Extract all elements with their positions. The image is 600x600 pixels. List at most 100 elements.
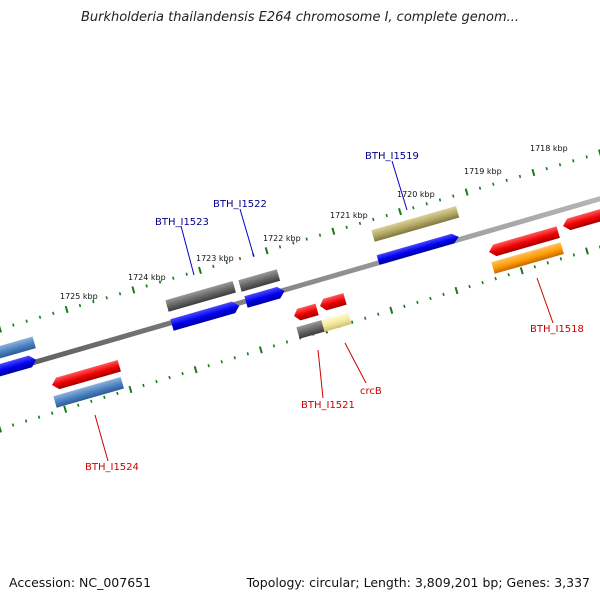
scale-tick (385, 213, 388, 218)
gene-bth-i1523-blue[interactable] (170, 300, 241, 331)
scale-tick (264, 247, 269, 255)
kbp-label-1725: 1725 kbp (60, 292, 98, 301)
scale-tick (531, 168, 536, 177)
scale-tick (505, 178, 508, 183)
gene-steel-left-upper[interactable] (0, 336, 36, 361)
gene-label-bth-i1518[interactable]: BTH_I1518 (530, 324, 584, 335)
scale-tick (389, 306, 394, 314)
scale-tick (412, 206, 415, 210)
scale-tick (158, 280, 162, 284)
leader-bth-i1523 (180, 225, 195, 276)
scale-tick (12, 323, 15, 327)
gene-crcb-yellow[interactable] (321, 312, 352, 332)
leader-bth-i1521 (317, 349, 324, 399)
leader-bth-i1522 (239, 208, 255, 258)
scale-tick (105, 296, 108, 300)
scale-tick (464, 188, 469, 196)
scale-tick (519, 267, 524, 275)
scale-tick (364, 316, 367, 320)
upper-scale-ticks (0, 149, 600, 333)
scale-tick (452, 194, 455, 198)
gene-crcb-red[interactable] (318, 293, 347, 312)
scale-tick (438, 198, 442, 202)
scale-tick (507, 273, 510, 277)
gene-bth-i1521-gray[interactable] (296, 320, 325, 339)
gene-blue-left-upper[interactable] (0, 354, 38, 379)
scale-tick (193, 366, 198, 374)
gene-bth-i1519-blue[interactable] (376, 232, 461, 265)
gene-bth-i1521-red[interactable] (292, 303, 319, 322)
gene-red-right-edge[interactable] (561, 206, 600, 231)
gene-label-bth-i1523[interactable]: BTH_I1523 (155, 217, 209, 228)
scale-tick (558, 163, 562, 167)
scale-tick (118, 292, 122, 296)
gene-bth-i1518-orange[interactable] (491, 242, 564, 274)
kbp-label-1719: 1719 kbp (464, 167, 502, 176)
leader-bth-i1524 (94, 414, 109, 462)
gene-label-bth-i1521[interactable]: BTH_I1521 (301, 400, 355, 411)
scale-tick (292, 241, 295, 245)
chromosome-backbone (0, 196, 600, 375)
scale-tick (358, 221, 362, 226)
scale-tick (207, 364, 210, 368)
scale-tick (258, 346, 263, 354)
scale-tick (0, 425, 2, 433)
scale-tick (181, 371, 184, 376)
scale-tick (377, 312, 380, 316)
gene-label-crcb[interactable]: crcB (360, 386, 382, 397)
scale-tick (77, 403, 80, 407)
gene-bth-i1524-red[interactable] (50, 359, 121, 391)
gene-bth-i1519-olive[interactable] (371, 205, 460, 242)
scale-tick (585, 247, 589, 255)
kbp-label-1722: 1722 kbp (263, 234, 301, 243)
scale-tick (305, 237, 308, 241)
scale-tick (233, 356, 236, 360)
scale-tick (585, 155, 588, 159)
scale-tick (416, 300, 419, 305)
scale-tick (545, 166, 548, 171)
scale-tick (518, 174, 522, 179)
leader-bth-i1518 (536, 277, 554, 324)
scale-tick (38, 315, 42, 319)
gene-bth-i1523-gray[interactable] (165, 280, 236, 312)
scale-tick (24, 419, 28, 423)
scale-tick (398, 208, 402, 216)
scale-tick (351, 320, 354, 324)
gene-bth-i1524-steel[interactable] (53, 376, 124, 408)
leader-bth-i1519 (391, 160, 408, 211)
scale-tick (425, 202, 428, 206)
scale-tick (0, 325, 2, 333)
gene-label-bth-i1519[interactable]: BTH_I1519 (365, 151, 419, 162)
gene-gray-upper-a[interactable] (238, 269, 281, 292)
scale-tick (481, 280, 484, 285)
scale-tick (442, 292, 445, 297)
scale-tick (168, 375, 171, 380)
scale-tick (318, 233, 322, 237)
scale-tick (345, 225, 348, 230)
scale-tick (478, 186, 482, 190)
gene-label-bth-i1524[interactable]: BTH_I1524 (85, 462, 139, 473)
topology-summary: Topology: circular; Length: 3,809,201 bp… (246, 575, 590, 590)
scale-tick (372, 217, 375, 222)
scale-tick (546, 261, 549, 265)
leader-crcb (344, 342, 367, 384)
kbp-label-1720: 1720 kbp (397, 190, 435, 199)
scale-tick (116, 391, 119, 396)
scale-tick (598, 149, 600, 157)
scale-tick (429, 296, 432, 301)
accession-text: Accession: NC_007651 (9, 575, 152, 590)
scale-tick (63, 405, 68, 413)
scale-tick (103, 395, 106, 400)
map-title: Burkholderia thailandensis E264 chromoso… (80, 10, 520, 25)
scale-tick (572, 159, 575, 163)
scale-tick (155, 379, 158, 384)
gene-bth-i1522-blue[interactable] (244, 285, 286, 308)
scale-tick (92, 299, 95, 304)
scale-tick (37, 415, 41, 419)
gene-bth-i1518-red[interactable] (487, 226, 560, 257)
kbp-label-1721: 1721 kbp (330, 211, 368, 220)
scale-tick (238, 256, 242, 261)
gene-label-bth-i1522[interactable]: BTH_I1522 (213, 199, 267, 210)
scale-tick (225, 260, 228, 265)
